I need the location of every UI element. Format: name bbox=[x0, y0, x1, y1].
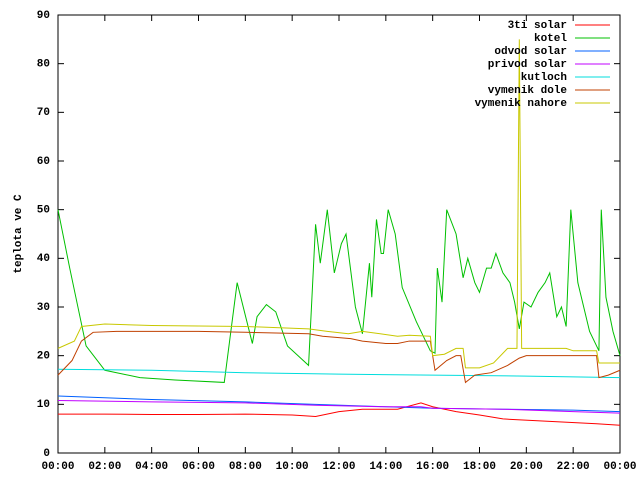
x-tick-label: 04:00 bbox=[135, 461, 168, 473]
data-line bbox=[58, 402, 621, 426]
y-tick-label: 50 bbox=[37, 205, 50, 217]
legend-label: vymenik nahore bbox=[475, 98, 568, 110]
y-tick-label: 30 bbox=[37, 302, 50, 314]
x-tick-label: 12:00 bbox=[322, 461, 355, 473]
y-tick-label: 20 bbox=[37, 351, 50, 363]
y-tick-label: 90 bbox=[37, 10, 50, 22]
legend-label: 3ti solar bbox=[508, 20, 567, 32]
x-tick-label: 22:00 bbox=[557, 461, 590, 473]
y-tick-label: 70 bbox=[37, 107, 50, 119]
data-line bbox=[57, 395, 621, 413]
x-tick-label: 08:00 bbox=[229, 461, 262, 473]
x-tick-label: 20:00 bbox=[510, 461, 543, 473]
x-tick-label: 18:00 bbox=[463, 461, 496, 473]
x-tick-label: 06:00 bbox=[182, 461, 215, 473]
legend-label: kutloch bbox=[521, 72, 567, 84]
x-tick-label: 14:00 bbox=[369, 461, 402, 473]
x-tick-label: 02:00 bbox=[88, 461, 121, 473]
data-line bbox=[57, 209, 621, 383]
legend-label: privod solar bbox=[488, 59, 567, 71]
y-tick-label: 40 bbox=[37, 253, 50, 265]
data-line bbox=[57, 399, 621, 414]
x-tick-label: 16:00 bbox=[416, 461, 449, 473]
data-line bbox=[57, 368, 621, 379]
y-tick-label: 0 bbox=[43, 448, 50, 460]
y-axis-label: teplota ve C bbox=[13, 194, 25, 274]
x-tick-label: 10:00 bbox=[276, 461, 309, 473]
legend-label: odvod solar bbox=[494, 46, 567, 58]
y-tick-label: 80 bbox=[37, 59, 50, 71]
y-tick-label: 60 bbox=[37, 156, 50, 168]
x-tick-label: 00:00 bbox=[603, 461, 636, 473]
data-line bbox=[57, 39, 620, 369]
data-line bbox=[57, 330, 621, 384]
y-tick-label: 10 bbox=[37, 399, 50, 411]
legend-label: kotel bbox=[534, 33, 567, 45]
x-tick-label: 00:00 bbox=[41, 461, 74, 473]
legend-label: vymenik dole bbox=[488, 85, 568, 97]
